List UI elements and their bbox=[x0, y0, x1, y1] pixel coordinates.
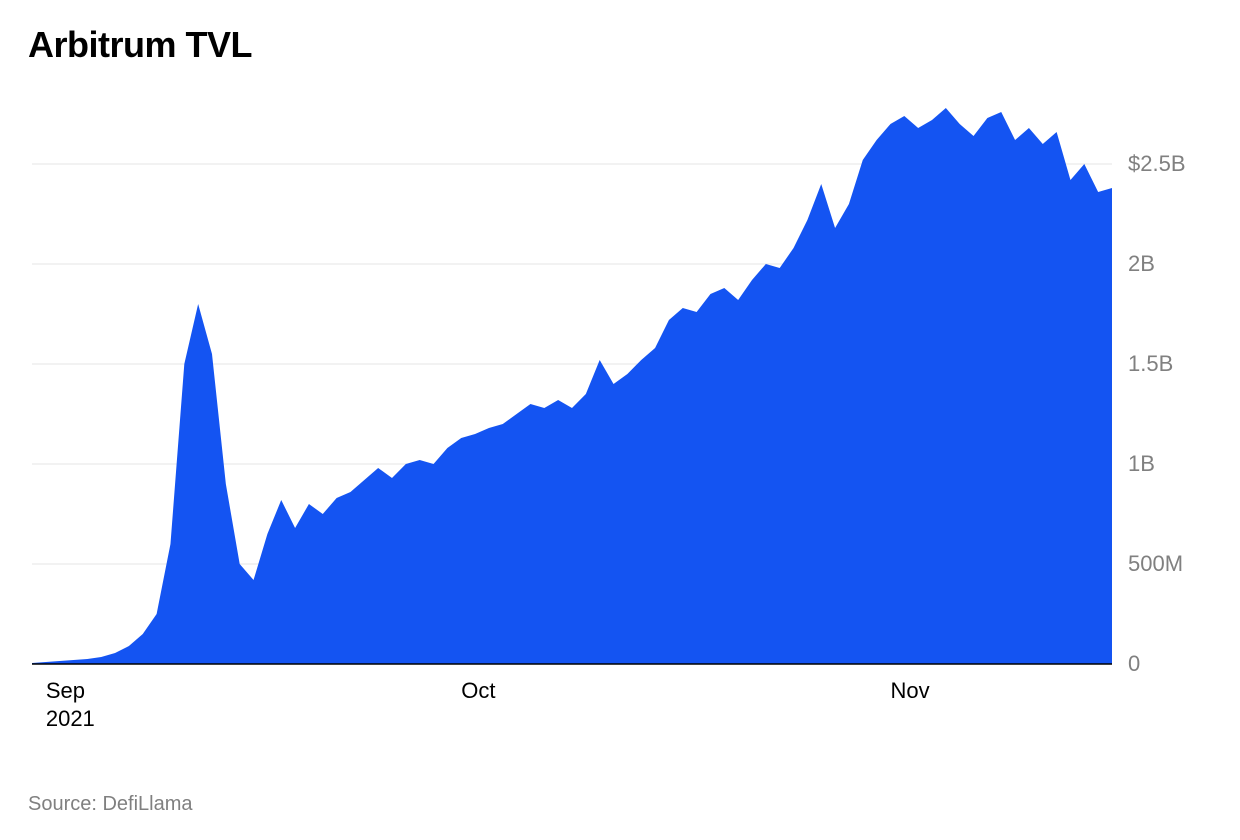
chart-container: Arbitrum TVL 0 500M 1B 1.5B 2B $2.5B Sep 2021 Oc… bbox=[0, 0, 1240, 840]
x-axis-label: Sep bbox=[46, 678, 85, 703]
x-axis-label: Nov bbox=[890, 678, 929, 703]
y-axis-label: 0 bbox=[1128, 651, 1140, 676]
chart-source: Source: DefiLlama bbox=[28, 793, 193, 816]
y-axis-label: $2.5B bbox=[1128, 151, 1186, 176]
y-axis-label: 2B bbox=[1128, 251, 1155, 276]
y-axis-label: 1.5B bbox=[1128, 351, 1173, 376]
area-series bbox=[32, 108, 1112, 664]
x-axis-year: 2021 bbox=[46, 706, 95, 731]
chart-area: 0 500M 1B 1.5B 2B $2.5B Sep 2021 Oct Nov bbox=[28, 74, 1212, 734]
chart-title: Arbitrum TVL bbox=[28, 24, 1212, 66]
area-chart-svg: 0 500M 1B 1.5B 2B $2.5B Sep 2021 Oct Nov bbox=[28, 74, 1212, 734]
y-axis-label: 1B bbox=[1128, 451, 1155, 476]
y-axis-label: 500M bbox=[1128, 551, 1183, 576]
x-axis-label: Oct bbox=[461, 678, 495, 703]
